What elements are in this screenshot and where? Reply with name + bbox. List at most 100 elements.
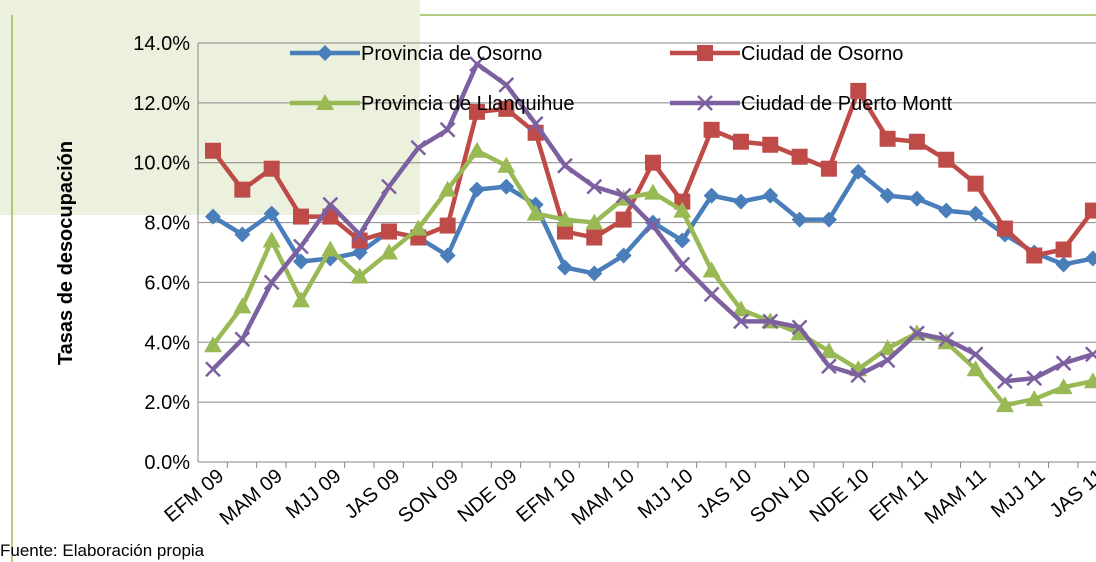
point [321, 240, 340, 257]
point [439, 121, 456, 138]
point [996, 220, 1013, 237]
x-tick-label: EFM 09 [160, 465, 228, 527]
y-tick-label: 10.0% [133, 153, 190, 175]
x-tick-label: NDE 09 [454, 465, 522, 527]
point [439, 247, 456, 264]
point [731, 300, 750, 317]
point [292, 208, 309, 225]
point [317, 45, 333, 61]
point [879, 352, 896, 369]
point [762, 187, 779, 204]
point [850, 367, 867, 384]
point [762, 313, 779, 330]
point [909, 325, 925, 342]
point [586, 265, 603, 282]
x-tick-label: SON 10 [746, 465, 815, 528]
point [615, 247, 632, 264]
point [879, 187, 896, 204]
x-tick-label: JAS 11 [1046, 465, 1096, 522]
point [938, 151, 955, 168]
x-tick-label: SON 09 [394, 465, 463, 528]
point [527, 115, 544, 132]
point [1055, 241, 1072, 258]
point [791, 211, 808, 228]
point [967, 175, 984, 192]
point [967, 346, 984, 363]
point [379, 243, 398, 260]
legend-label: Ciudad de Puerto Montt [741, 93, 953, 115]
point [262, 231, 281, 248]
point [1054, 378, 1073, 395]
point [1083, 372, 1096, 389]
point [821, 358, 837, 375]
point [645, 217, 661, 234]
point [381, 178, 397, 195]
point [997, 373, 1013, 390]
series-lines [204, 56, 1096, 413]
point [850, 82, 867, 99]
point [234, 331, 251, 348]
point [234, 181, 251, 198]
y-tick-label: 6.0% [144, 272, 190, 294]
x-tick-label: JAS 10 [693, 465, 757, 523]
point [526, 204, 545, 221]
y-tick-label: 8.0% [144, 213, 190, 235]
y-tick-label: 12.0% [133, 93, 190, 115]
point [557, 157, 573, 174]
point [995, 396, 1014, 413]
point [498, 77, 515, 93]
point [732, 133, 749, 150]
point [733, 313, 749, 330]
point [350, 267, 369, 284]
point [938, 202, 955, 219]
point [644, 154, 661, 171]
point [791, 148, 808, 165]
point [908, 133, 925, 150]
point [703, 286, 720, 303]
y-tick-label: 4.0% [144, 332, 190, 354]
point [732, 193, 749, 210]
point [205, 208, 221, 225]
point [586, 178, 603, 195]
point [703, 121, 720, 138]
point [762, 136, 779, 153]
point [585, 213, 604, 230]
point [674, 256, 691, 273]
source-note: Fuente: Elaboración propia [0, 541, 205, 560]
y-axis-label: Tasas de desocupación [55, 141, 77, 365]
point [498, 100, 515, 117]
x-tick-label: JAS 09 [341, 465, 405, 523]
point [908, 190, 925, 207]
point [1026, 370, 1043, 387]
y-tick-label: 14.0% [133, 33, 190, 55]
point [263, 160, 280, 177]
point [380, 223, 397, 240]
point [322, 196, 339, 213]
point [850, 163, 867, 180]
x-tick-label: EFM 11 [865, 465, 932, 526]
point [497, 156, 516, 173]
point [263, 205, 280, 222]
point [820, 160, 837, 177]
y-tick-label: 2.0% [144, 392, 190, 414]
point [643, 183, 662, 200]
point [438, 180, 457, 197]
point [409, 219, 428, 236]
point [967, 205, 984, 222]
x-tick-label: MAM 10 [568, 465, 639, 530]
point [820, 211, 837, 228]
point [498, 178, 515, 195]
point [467, 141, 486, 158]
point [702, 261, 721, 278]
point [1084, 202, 1096, 219]
point [938, 331, 955, 348]
point [1055, 256, 1072, 273]
legend: Provincia de Osorno Ciudad de Osorno Provi… [290, 43, 953, 115]
x-tick-label: MJJ 09 [282, 465, 346, 523]
point [703, 187, 720, 204]
x-tick-label: MJJ 10 [634, 465, 698, 523]
legend-label: Provincia de Llanquihue [361, 93, 575, 115]
panel-background [0, 0, 420, 215]
series [205, 56, 1096, 390]
